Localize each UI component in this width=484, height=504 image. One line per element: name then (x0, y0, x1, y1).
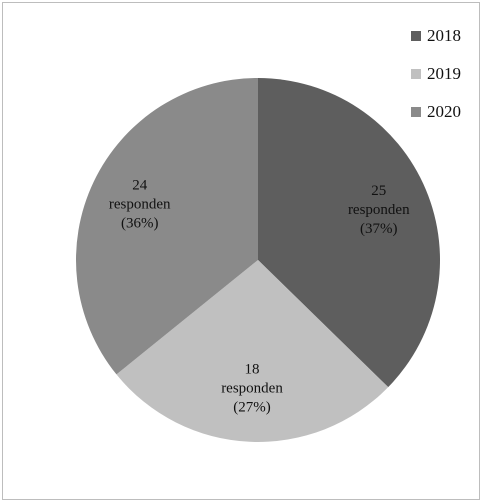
legend-label-2020: 2020 (427, 102, 461, 121)
pie-chart: 25 responden (37%) 18 responden (27%) 24 respon… (76, 26, 461, 442)
data-label-2020: 24 responden (36%) (109, 178, 171, 232)
chart-frame: 25 responden (37%) 18 responden (27%) 24 respon… (2, 2, 480, 500)
legend-swatch-2019 (411, 69, 421, 79)
data-label-2018: 25 responden (37%) (348, 183, 410, 237)
pie-slice-2019 (116, 260, 389, 442)
pie-slice-2020 (76, 78, 259, 375)
pie-slices (76, 78, 440, 442)
legend: 2018 2019 2020 (411, 26, 461, 121)
data-label-2019: 18 responden (27%) (221, 361, 283, 415)
legend-swatch-2018 (411, 31, 421, 41)
pie-data-labels: 25 responden (37%) 18 responden (27%) 24 respon… (109, 178, 410, 416)
legend-label-2019: 2019 (427, 64, 461, 83)
pie-slice-2018 (258, 78, 440, 388)
legend-label-2018: 2018 (427, 26, 461, 45)
legend-swatch-2020 (411, 107, 421, 117)
